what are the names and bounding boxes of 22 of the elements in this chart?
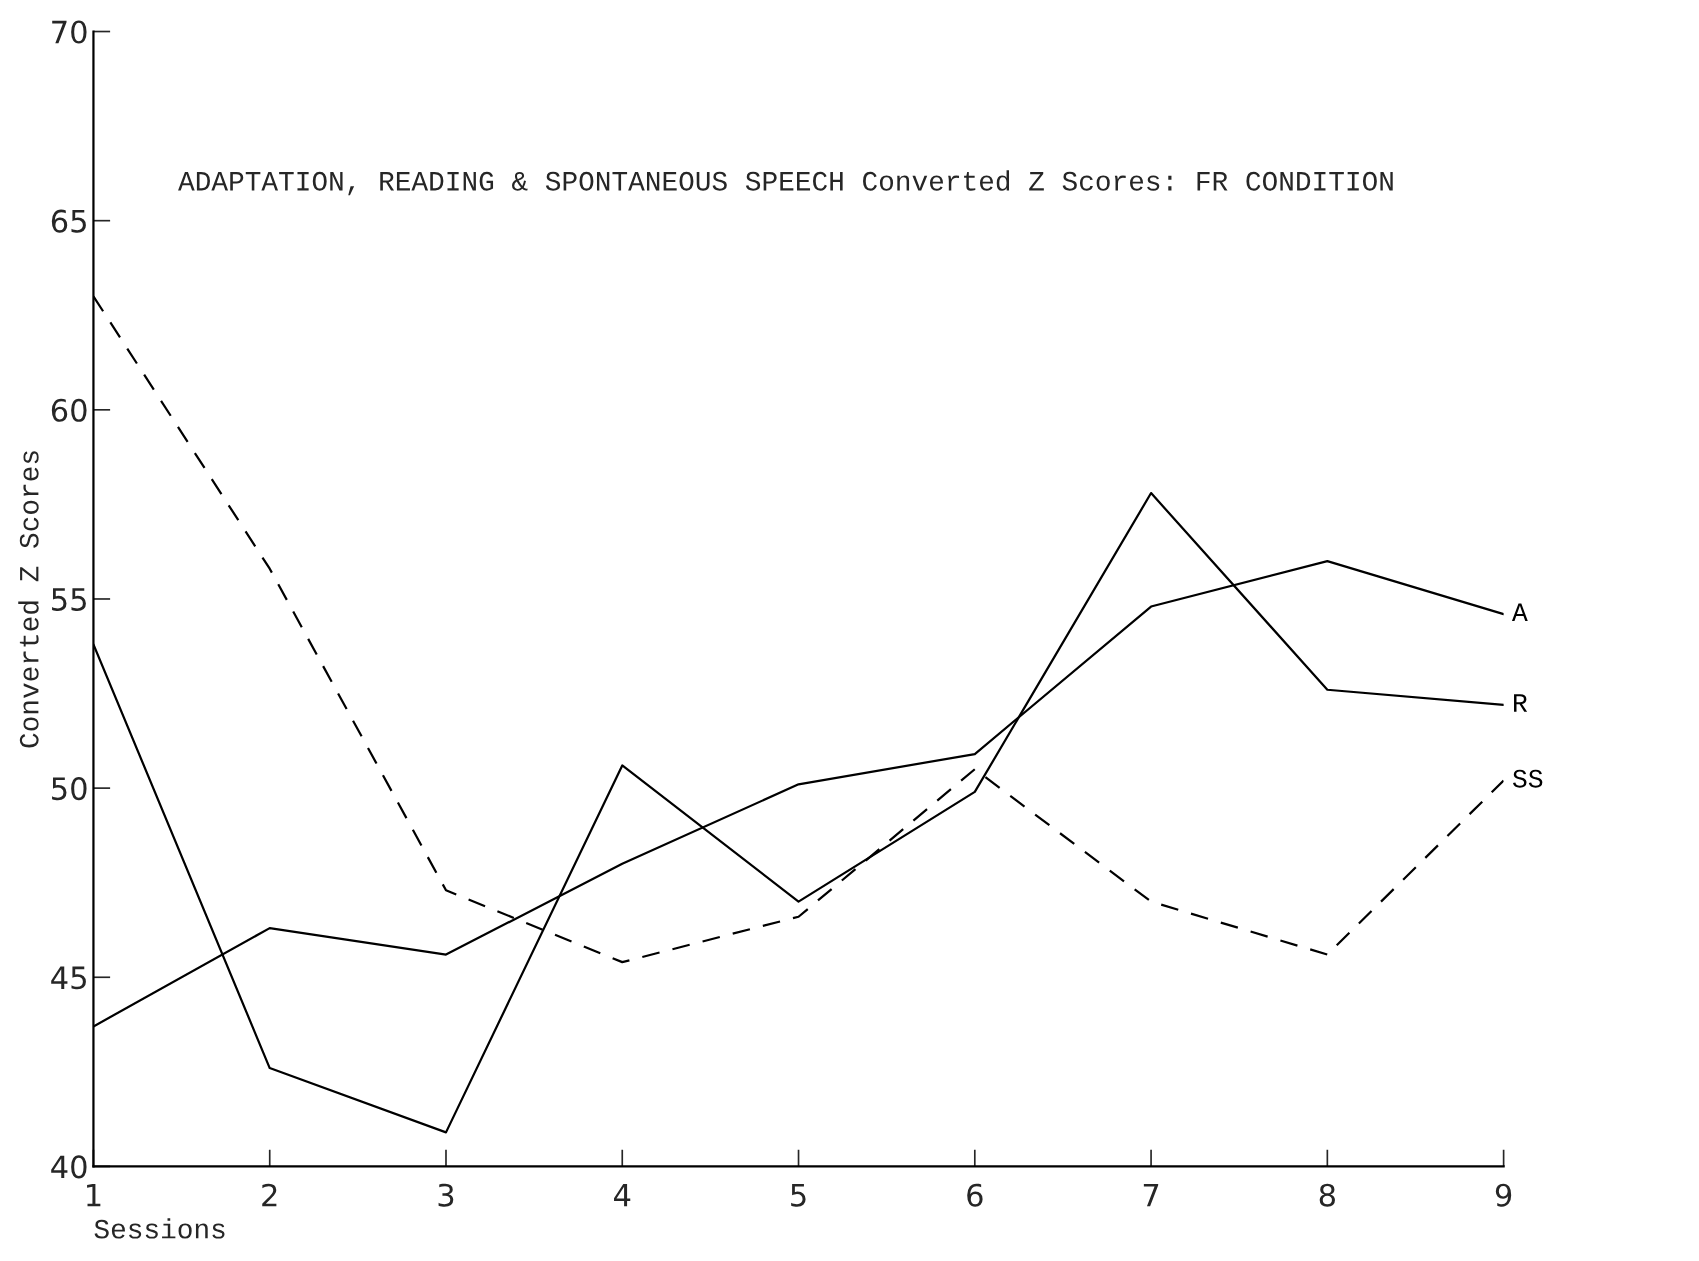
y-axis-title: Converted Z Scores — [18, 451, 39, 748]
x-tick-label: 8 — [1319, 1183, 1335, 1207]
x-tick-label: 2 — [262, 1183, 277, 1207]
y-tick-label: 45 — [51, 966, 86, 990]
x-tick-label: 7 — [1143, 1184, 1159, 1207]
series-label: A — [1511, 603, 1528, 621]
series-label: R — [1514, 694, 1528, 712]
x-tick-label: 1 — [87, 1184, 101, 1207]
x-tick-label: 4 — [614, 1184, 631, 1207]
y-tick-label: 50 — [52, 777, 87, 801]
x-tick-label: 6 — [967, 1183, 983, 1207]
series-label: SS — [1512, 769, 1543, 788]
text: ADAPTATION, READING & SPONTANEOUS SPEECH Converted Z Scores: FR CONDITION — [178, 170, 1393, 196]
x-tick-label: 5 — [791, 1184, 806, 1207]
y-tick-label: 70 — [52, 20, 87, 44]
y-tick-label: 40 — [51, 1155, 87, 1179]
x-tick-label: 3 — [438, 1183, 454, 1207]
x-axis-title: Sessions — [94, 1218, 225, 1239]
y-tick-label: 60 — [51, 398, 87, 422]
x-tick-label: 9 — [1495, 1183, 1512, 1207]
y-tick-label: 65 — [51, 209, 86, 233]
y-tick-label: 55 — [52, 588, 86, 612]
